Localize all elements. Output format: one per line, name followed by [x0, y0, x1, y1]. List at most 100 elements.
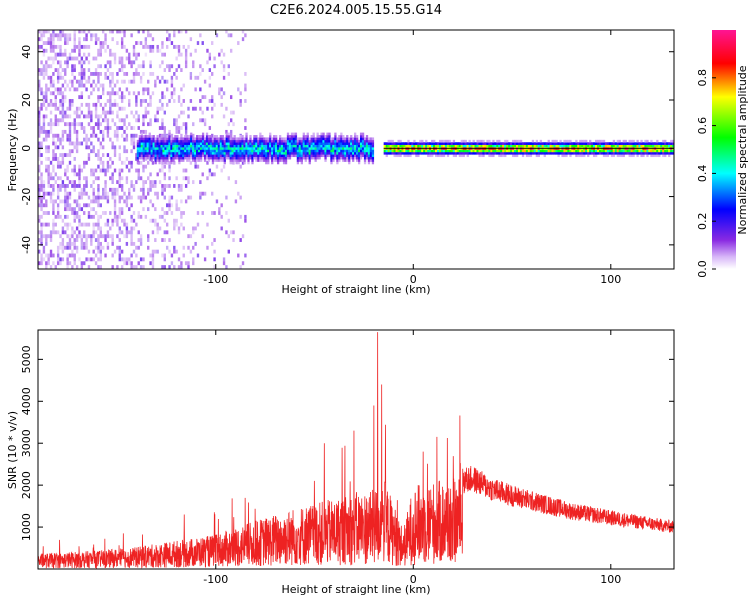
heatmap-cell-3537	[543, 144, 546, 148]
heatmap-cell-1973	[174, 142, 177, 145]
heatmap-cell-2817	[332, 159, 335, 162]
heatmap-cell-1440	[170, 261, 174, 266]
heatmap-cell-3914	[664, 142, 667, 145]
heatmap-cell-2673	[304, 151, 307, 155]
heatmap-cell-603	[83, 187, 86, 192]
heatmap-cell-1852	[152, 147, 155, 150]
heatmap-cell-1333	[156, 106, 159, 111]
heatmap-cell-1079	[125, 48, 129, 53]
heatmap-cell-432	[68, 137, 72, 142]
heatmap-cell-1429	[168, 176, 171, 181]
heatmap-cell-2497	[271, 144, 274, 148]
heatmap-cell-3189	[431, 139, 434, 143]
heatmap-cell-1155	[135, 110, 138, 115]
heatmap-cell-2052	[190, 151, 193, 155]
heatmap-cell-2912	[348, 139, 351, 143]
heatmap-cell-3877	[652, 142, 655, 145]
heatmap-cell-2966	[359, 156, 363, 160]
heatmap-cell-3169	[425, 142, 428, 145]
heatmap-cell-2434	[259, 135, 262, 138]
heatmap-cell-864	[106, 195, 110, 200]
heatmap-cell-1298	[151, 203, 155, 208]
heatmap-cell-241	[54, 141, 57, 146]
heatmap-cell-713	[92, 102, 95, 107]
heatmap-cell-1460	[173, 160, 176, 165]
heatmap-cell-3356	[484, 142, 487, 145]
heatmap-cell-3697	[594, 139, 598, 143]
heatmap-cell-1204	[139, 79, 143, 84]
heatmap-cell-970	[116, 110, 119, 115]
heatmap-cell-927	[111, 75, 114, 80]
heatmap-cell-122	[45, 129, 48, 134]
heatmap-cell-773	[97, 87, 100, 92]
heatmap-cell-2048	[188, 137, 191, 141]
heatmap-cell-497	[73, 87, 76, 92]
heatmap-cell-3636	[577, 151, 580, 155]
heatmap-cell-649	[87, 222, 91, 227]
heatmap-cell-120	[45, 137, 48, 142]
heatmap-cell-1823	[146, 142, 149, 145]
heatmap-cell-3303	[468, 151, 471, 155]
heatmap-cell-2512	[275, 159, 278, 162]
heatmap-cell-2561	[282, 144, 286, 148]
heatmap-cell-1820	[146, 149, 149, 153]
heatmap-cell-2039	[188, 159, 191, 162]
heatmap-cell-213	[52, 149, 55, 154]
heatmap-cell-635	[85, 137, 88, 142]
heatmap-cell-2387	[251, 151, 254, 155]
heatmap-cell-2806	[330, 161, 333, 165]
heatmap-cell-2850	[338, 156, 341, 160]
heatmap-cell-2430	[259, 144, 262, 148]
heatmap-cell-3727	[604, 144, 608, 148]
heatmap-cell-923	[111, 102, 114, 107]
heatmap-cell-3333	[478, 149, 481, 153]
heatmap-cell-99	[42, 52, 46, 57]
heatmap-cell-3210	[438, 149, 442, 153]
heatmap-cell-1243	[144, 87, 148, 92]
heatmap-cell-3478	[523, 144, 527, 148]
heatmap-cell-2647	[298, 137, 301, 141]
heatmap-cell-2513	[275, 156, 278, 160]
heatmap-cell-2084	[196, 151, 199, 155]
heatmap-cell-126	[45, 95, 48, 100]
heatmap-cell-3666	[585, 142, 588, 145]
heatmap-cell-599	[83, 222, 86, 227]
heatmap-cell-1819	[146, 151, 149, 155]
heatmap-cell-3243	[448, 149, 452, 153]
heatmap-cell-23	[38, 122, 41, 127]
heatmap-cell-1972	[174, 144, 177, 148]
heatmap-cell-792	[99, 195, 102, 200]
heatmap-cell-31	[38, 72, 41, 76]
heatmap-cell-2712	[310, 135, 313, 138]
heatmap-cell-2602	[290, 142, 294, 145]
heatmap-cell-2229	[221, 137, 224, 141]
heatmap-cell-584	[80, 83, 84, 88]
heatmap-cell-2040	[188, 156, 191, 160]
heatmap-cell-1416	[165, 79, 169, 84]
heatmap-cell-627	[85, 203, 88, 208]
heatmap-cell-1375	[161, 91, 164, 96]
heatmap-cell-3317	[472, 144, 475, 148]
heatmap-cell-2476	[267, 142, 270, 145]
heatmap-cell-1013	[120, 195, 124, 200]
heatmap-cell-2299	[235, 156, 238, 160]
heatmap-cell-537	[78, 222, 81, 227]
heatmap-cell-737	[94, 83, 98, 88]
heatmap-cell-3064	[391, 149, 394, 153]
heatmap-cell-620	[83, 30, 86, 34]
heatmap-cell-2401	[253, 137, 256, 141]
heatmap-cell-3030	[371, 159, 375, 162]
heatmap-cell-3639	[577, 144, 580, 148]
heatmap-cell-3937	[672, 142, 674, 145]
heatmap-cell-2323	[239, 149, 242, 153]
heatmap-cell-1314	[154, 191, 157, 196]
heatmap-cell-937	[113, 203, 117, 208]
heatmap-cell-1181	[137, 72, 140, 76]
heatmap-cell-2233	[223, 156, 226, 160]
heatmap-cell-3017	[367, 139, 371, 143]
heatmap-cell-2640	[298, 154, 301, 158]
heatmap-cell-2508	[273, 142, 276, 145]
heatmap-cell-1424	[168, 207, 171, 212]
heatmap-cell-1451	[170, 64, 174, 69]
heatmap-cell-1837	[150, 159, 153, 162]
